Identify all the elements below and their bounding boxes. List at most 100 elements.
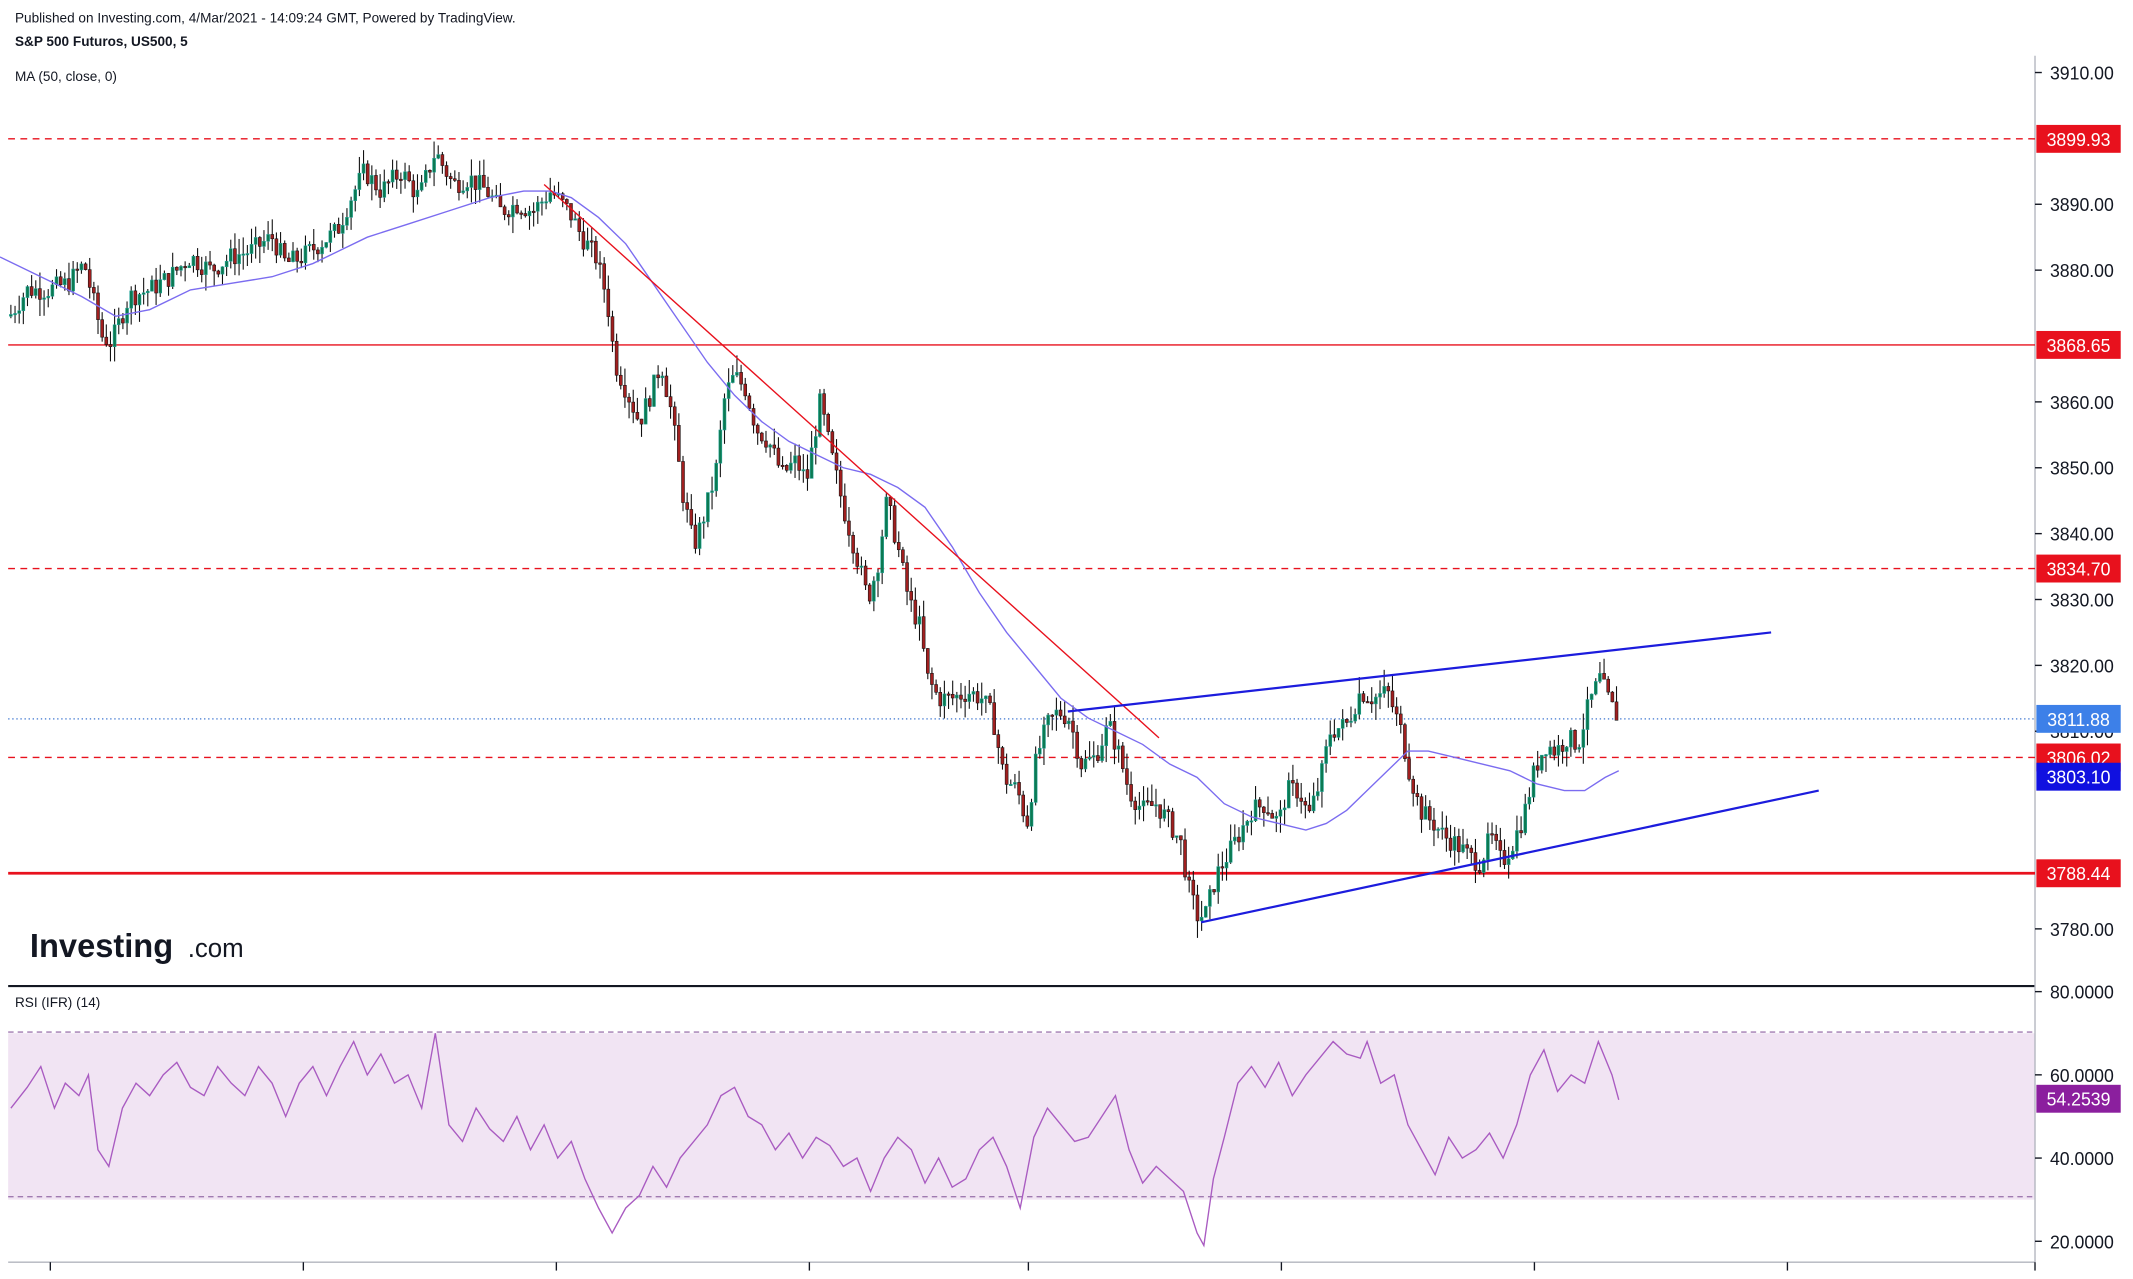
candle-body: [154, 279, 158, 294]
candle-body: [195, 256, 200, 271]
price-tick-label: 3780.00: [2050, 920, 2114, 940]
trendlines[interactable]: [543, 183, 1819, 924]
ma-legend-label[interactable]: MA (50, close, 0): [15, 69, 117, 84]
candle-body: [17, 310, 21, 314]
candle-body: [959, 694, 963, 700]
candle-body: [540, 201, 544, 204]
candle-body: [63, 278, 67, 285]
candle-body: [714, 462, 718, 492]
candle-body: [639, 418, 644, 425]
candle-body: [610, 316, 615, 342]
candle-body: [718, 429, 723, 464]
candle-body: [697, 522, 702, 549]
candle-body: [606, 288, 611, 317]
candle-body: [311, 244, 316, 251]
candle-body: [1419, 796, 1424, 820]
candle-body: [1345, 719, 1349, 723]
candle-body: [755, 424, 760, 434]
rsi-legend-label[interactable]: RSI (IFR) (14): [15, 995, 100, 1010]
candle-body: [1303, 801, 1308, 806]
logo-suffix: .com: [188, 932, 244, 962]
candle-body: [569, 203, 573, 221]
candle-body: [1270, 813, 1274, 819]
candle-body: [581, 231, 586, 250]
candle-body: [1365, 701, 1370, 704]
candle-body: [1241, 825, 1245, 843]
candle-body: [544, 201, 548, 204]
price-levels: [8, 138, 2036, 875]
candle-body: [652, 374, 656, 407]
candle-body: [735, 372, 739, 376]
rsi-tick-label: 60.0000: [2050, 1066, 2114, 1086]
candle-body: [1295, 782, 1299, 799]
candle-body: [1473, 852, 1478, 871]
candle-body: [1087, 756, 1092, 760]
candle-body: [1050, 714, 1055, 717]
candle-body: [1444, 827, 1449, 839]
candle-body: [955, 694, 959, 699]
candle-body: [270, 234, 275, 240]
candle-body: [1394, 706, 1399, 715]
candle-body: [79, 263, 84, 271]
candle-body: [764, 440, 768, 448]
candle-body: [1523, 803, 1528, 834]
candle-body: [921, 616, 926, 649]
candle-body: [436, 154, 440, 159]
candle-body: [46, 295, 50, 299]
candle-body: [1399, 713, 1403, 725]
candle-body: [726, 382, 731, 399]
candle-body: [1179, 835, 1183, 841]
candle-body: [1291, 780, 1295, 784]
candle-body: [793, 455, 797, 464]
rsi-axis[interactable]: 80.0000 60.0000 40.0000 20.0000: [2035, 982, 2114, 1252]
candle-body: [399, 178, 403, 181]
candle-body: [282, 243, 287, 259]
candle-body: [87, 269, 92, 288]
candle-body: [1058, 709, 1063, 717]
ma-line: [0, 190, 1620, 831]
candle-body: [374, 175, 378, 191]
candle-body: [394, 169, 399, 180]
price-tick-label: 3820.00: [2050, 656, 2114, 676]
candle-body: [867, 584, 872, 602]
candle-body: [1245, 821, 1250, 826]
candle-body: [1083, 758, 1088, 770]
candle-body: [1320, 763, 1324, 792]
candle-body: [1328, 734, 1333, 747]
candle-body: [677, 425, 681, 462]
candle-body: [701, 521, 706, 524]
candle-body: [199, 269, 204, 275]
candle-body: [1046, 714, 1050, 726]
price-badges: 3899.933868.653834.703806.023788.443811.…: [2036, 124, 2121, 1113]
candle-body: [407, 171, 411, 182]
candle-body: [465, 187, 470, 192]
candle-body: [1104, 725, 1108, 747]
candle-body: [743, 383, 748, 397]
candle-body: [1407, 758, 1411, 780]
candle-body: [1606, 678, 1610, 693]
candle-body: [1278, 809, 1283, 817]
candle-body: [307, 244, 312, 247]
candle-body: [1017, 782, 1021, 796]
candle-body: [1589, 693, 1594, 700]
candle-body: [303, 245, 308, 264]
rsi-tick-label: 40.0000: [2050, 1149, 2114, 1169]
candle-body: [25, 286, 30, 298]
candle-body: [1486, 833, 1490, 861]
candle-body: [747, 395, 752, 409]
candle-body: [29, 286, 34, 296]
rsi-tick-label: 80.0000: [2050, 982, 2114, 1002]
candle-body: [536, 201, 540, 212]
candle-body: [1000, 747, 1005, 765]
investing-logo: Investing .com: [30, 927, 244, 964]
candle-body: [681, 461, 685, 503]
candle-body: [1067, 720, 1071, 725]
candle-body: [1324, 746, 1328, 764]
candle-body: [92, 287, 96, 294]
candle-body: [502, 206, 507, 215]
candle-body: [1096, 755, 1100, 761]
candle-body: [1195, 894, 1200, 922]
candle-body: [258, 237, 262, 247]
